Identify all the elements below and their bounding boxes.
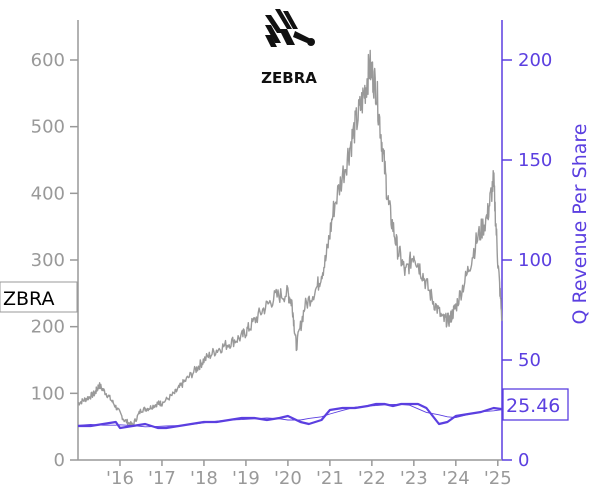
revenue-value-label: 25.46 (506, 395, 560, 417)
left-tick-label: 500 (31, 117, 65, 138)
right-tick-label: 150 (518, 150, 552, 171)
ticker-box: ZBRA (0, 281, 78, 313)
revenue-value-box: 25.46 (502, 388, 569, 421)
left-axis-ticks: 0 100 200 300 400 500 600 (31, 50, 78, 471)
x-tick-label: '25 (484, 468, 512, 489)
left-tick-label: 0 (54, 450, 65, 471)
right-tick-label: 0 (518, 450, 529, 471)
zebra-logo-mark (265, 9, 315, 47)
left-tick-label: 100 (31, 383, 65, 404)
x-tick-label: '22 (358, 468, 386, 489)
x-tick-label: '20 (274, 468, 302, 489)
x-tick-label: '19 (232, 468, 260, 489)
right-axis-label: Q Revenue Per Share (569, 124, 591, 325)
right-tick-label: 100 (518, 250, 552, 271)
left-tick-label: 200 (31, 317, 65, 338)
x-tick-label: '24 (442, 468, 470, 489)
x-tick-label: '16 (106, 468, 134, 489)
series-layer (77, 49, 503, 430)
x-axis-ticks: '16 '17 '18 '19 '20 '21 '22 '23 '24 '25 (106, 460, 512, 489)
price-series-line (77, 49, 503, 427)
left-tick-label: 300 (31, 250, 65, 271)
x-tick-label: '21 (316, 468, 344, 489)
x-tick-label: '17 (148, 468, 176, 489)
ticker-label: ZBRA (3, 288, 54, 310)
x-tick-label: '23 (400, 468, 428, 489)
left-tick-label: 600 (31, 50, 65, 71)
right-tick-label: 200 (518, 50, 552, 71)
zebra-logo-text: ZEBRA (261, 69, 317, 87)
right-tick-label: 50 (518, 350, 541, 371)
left-tick-label: 400 (31, 183, 65, 204)
zebra-logo: ZEBRA (261, 9, 317, 87)
right-axis-ticks: 0 50 100 150 200 (502, 50, 552, 471)
x-tick-label: '18 (190, 468, 218, 489)
revenue-series-line (78, 402, 503, 430)
